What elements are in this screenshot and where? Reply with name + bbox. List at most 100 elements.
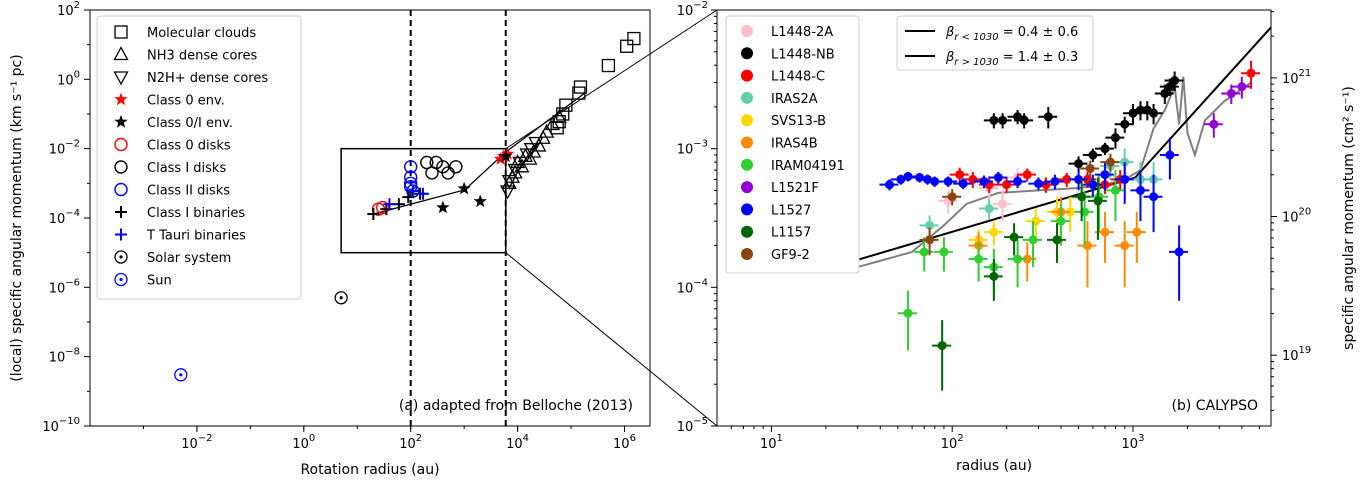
right-data-point xyxy=(898,290,917,351)
right-legend-marker xyxy=(741,181,753,194)
right-data-point xyxy=(1028,177,1048,191)
square-marker xyxy=(620,39,634,53)
triangle-up-marker xyxy=(517,147,534,163)
left-legend-label: Class I binaries xyxy=(147,206,245,221)
right-legend-frame xyxy=(725,15,860,274)
data-dot xyxy=(1246,68,1256,78)
circle-dot-center xyxy=(119,255,123,259)
circle-dot-ring xyxy=(174,368,188,382)
data-dot xyxy=(1100,170,1110,180)
star-marker xyxy=(499,149,513,162)
left-data-point xyxy=(493,152,508,165)
right-data-point xyxy=(924,176,944,187)
right-data-point xyxy=(1082,148,1102,163)
left-legend-label: T Tauri binaries xyxy=(146,229,246,244)
data-dot xyxy=(1013,254,1023,264)
left-data-point xyxy=(383,198,396,211)
star-marker xyxy=(473,194,487,208)
data-dot xyxy=(1013,112,1023,122)
triangle-down-marker xyxy=(113,71,129,86)
right-data-point xyxy=(992,190,1012,222)
square-marker xyxy=(572,86,586,100)
triangle-down-marker xyxy=(501,174,517,189)
left-legend-marker xyxy=(114,160,128,174)
left-y-axis-label: (local) specific angular momentum (km s⁻… xyxy=(9,54,25,381)
right-secondary-tick-label: 1021 xyxy=(1282,68,1311,87)
right-secondary-tick-label: 1019 xyxy=(1282,345,1311,364)
left-data-point xyxy=(501,174,517,189)
left-data-point xyxy=(500,147,515,160)
left-legend-label: Class I disks xyxy=(147,161,226,176)
right-legend-marker xyxy=(741,203,753,216)
right-data-point xyxy=(1038,106,1058,129)
left-legend-frame xyxy=(96,15,302,300)
left-legend-marker xyxy=(113,46,129,61)
data-dot xyxy=(998,115,1008,125)
right-x-tick-label: 103 xyxy=(1122,433,1145,452)
left-data-point xyxy=(436,200,450,214)
left-y-tick-label: 102 xyxy=(57,0,80,19)
data-dot xyxy=(984,204,994,214)
left-data-point xyxy=(512,156,528,171)
data-dot xyxy=(1043,112,1053,122)
right-data-point xyxy=(942,189,962,206)
fit-legend: βr < 1030 = 0.4 ± 0.6 βr > 1030 = 1.4 ± … xyxy=(896,15,1094,71)
left-x-axis-label: Rotation radius (au) xyxy=(300,462,439,478)
left-legend-marker xyxy=(114,25,128,39)
right-data-point xyxy=(1044,174,1064,190)
right-y-tick-label: 10−5 xyxy=(677,416,708,435)
left-data-point xyxy=(544,116,561,131)
right-legend-label: IRAS2A xyxy=(771,92,818,107)
right-legend-label: L1448-NB xyxy=(771,47,835,62)
left-legend-marker xyxy=(114,137,128,152)
triangle-down-marker xyxy=(519,148,535,163)
right-data-point xyxy=(992,113,1012,129)
data-dot xyxy=(974,254,984,264)
triangle-up-marker xyxy=(510,154,526,169)
data-dot xyxy=(958,179,968,189)
data-dot xyxy=(915,172,925,182)
right-data-point xyxy=(1159,137,1179,180)
left-legend-marker xyxy=(114,115,128,128)
right-legend-marker xyxy=(741,69,753,82)
right-data-point xyxy=(933,237,953,272)
left-data-point xyxy=(517,147,534,163)
data-dot xyxy=(993,172,1003,182)
right-data-point xyxy=(974,175,993,189)
right-legend-label: L1521F xyxy=(771,181,819,196)
right-data-point xyxy=(1130,170,1150,222)
circle-dot-ring xyxy=(114,272,128,287)
data-dot xyxy=(955,170,965,180)
right-x-tick-label: 102 xyxy=(941,433,964,452)
right-data-point xyxy=(1094,142,1114,156)
circle-marker xyxy=(449,160,463,174)
data-dot xyxy=(1110,133,1120,143)
star-marker xyxy=(457,181,471,195)
right-data-point xyxy=(1007,239,1027,288)
star-marker xyxy=(493,152,508,165)
data-dot xyxy=(1120,119,1130,129)
data-dot xyxy=(943,176,953,186)
circle-dot-center xyxy=(339,296,343,300)
left-x-tick-label: 104 xyxy=(506,433,529,452)
right-legend-marker xyxy=(741,25,753,37)
left-legend-label: Sun xyxy=(147,274,172,289)
circle-marker xyxy=(114,137,128,152)
right-data-point xyxy=(1017,168,1037,182)
left-data-point xyxy=(402,191,415,204)
right-data-point xyxy=(1114,221,1134,288)
left-zoom-box xyxy=(340,147,507,254)
left-data-point xyxy=(526,143,542,158)
circle-marker xyxy=(403,160,418,174)
right-secondary-y-axis-label: specific angular momentum (cm² s⁻¹) xyxy=(1341,86,1357,350)
right-y-tick-label: 10−2 xyxy=(677,0,708,19)
data-dot xyxy=(1074,159,1084,169)
right-data-point xyxy=(988,171,1008,184)
triangle-up-marker xyxy=(113,46,129,61)
circle-dot-ring xyxy=(114,250,128,264)
left-legend-marker xyxy=(114,272,128,287)
data-dot xyxy=(939,247,949,257)
data-dot xyxy=(1135,185,1145,195)
right-fit-line xyxy=(1134,26,1272,179)
left-data-point xyxy=(334,291,348,305)
